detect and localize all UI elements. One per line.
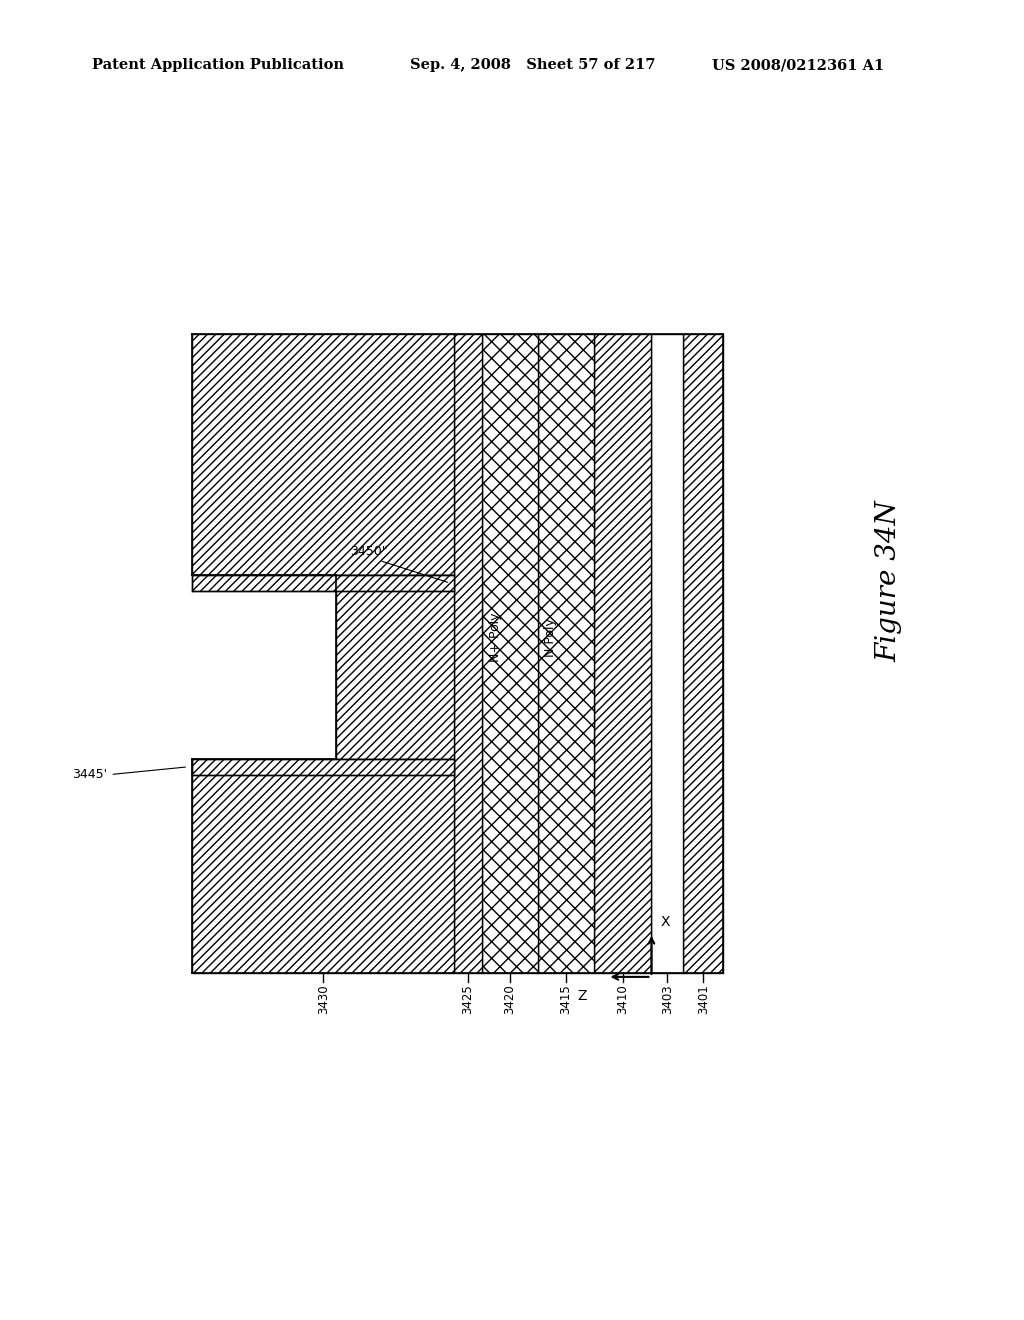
Text: Sep. 4, 2008   Sheet 57 of 217: Sep. 4, 2008 Sheet 57 of 217 bbox=[410, 58, 655, 73]
Text: 3425: 3425 bbox=[462, 985, 475, 1014]
Text: US 2008/0212361 A1: US 2008/0212361 A1 bbox=[712, 58, 884, 73]
Polygon shape bbox=[193, 576, 455, 591]
Text: Figure 34N: Figure 34N bbox=[876, 500, 902, 661]
Text: 3401: 3401 bbox=[697, 985, 710, 1014]
Polygon shape bbox=[455, 334, 482, 973]
Polygon shape bbox=[193, 759, 455, 775]
Polygon shape bbox=[336, 576, 455, 759]
Polygon shape bbox=[651, 334, 683, 973]
Text: Patent Application Publication: Patent Application Publication bbox=[92, 58, 344, 73]
Text: 3450": 3450" bbox=[350, 545, 447, 582]
Text: 3445': 3445' bbox=[73, 767, 185, 781]
Polygon shape bbox=[538, 334, 594, 973]
Text: 3403: 3403 bbox=[660, 985, 674, 1014]
Polygon shape bbox=[683, 334, 723, 973]
Text: N Poly: N Poly bbox=[545, 618, 557, 657]
Text: N+ Poly: N+ Poly bbox=[488, 612, 502, 663]
Polygon shape bbox=[193, 759, 455, 973]
Polygon shape bbox=[482, 334, 538, 973]
Text: 3410: 3410 bbox=[616, 985, 629, 1014]
Text: 3420: 3420 bbox=[504, 985, 516, 1014]
Polygon shape bbox=[594, 334, 651, 973]
Text: X: X bbox=[662, 915, 671, 929]
Text: 3415: 3415 bbox=[559, 985, 572, 1014]
Polygon shape bbox=[193, 334, 455, 576]
Text: 3430: 3430 bbox=[316, 985, 330, 1014]
Text: Z: Z bbox=[578, 989, 587, 1003]
